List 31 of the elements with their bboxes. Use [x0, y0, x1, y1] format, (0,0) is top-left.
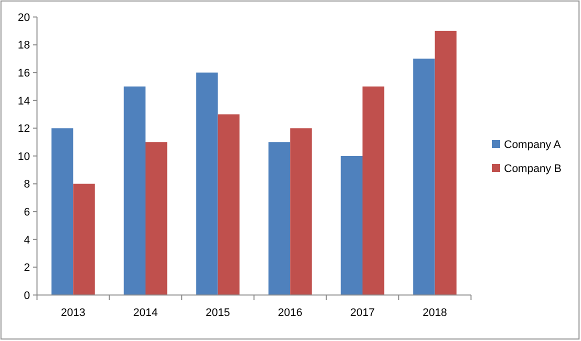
bar — [290, 128, 312, 295]
x-tick-label: 2018 — [422, 307, 448, 319]
bar — [124, 86, 146, 295]
y-tick-label: 0 — [24, 290, 30, 302]
y-tick-label: 4 — [24, 234, 30, 246]
bar — [413, 58, 435, 295]
bar — [434, 30, 457, 295]
y-tick-label: 16 — [18, 67, 30, 80]
bar — [196, 72, 218, 295]
legend-label: Company B — [504, 162, 562, 175]
y-tick-label: 14 — [18, 95, 30, 108]
legend-label: Company A — [504, 138, 562, 151]
y-tick-label: 10 — [18, 150, 30, 163]
x-tick-label: 2017 — [350, 307, 375, 319]
x-tick-label: 2014 — [133, 307, 158, 319]
y-tick-label: 20 — [18, 12, 30, 24]
bar — [146, 142, 168, 295]
y-tick-label: 12 — [18, 123, 30, 136]
x-tick-label: 2016 — [278, 307, 302, 319]
bar — [73, 184, 95, 295]
y-tick-label: 8 — [24, 178, 30, 191]
bar — [268, 142, 290, 295]
bar — [340, 156, 362, 295]
x-tick-label: 2015 — [206, 307, 230, 319]
x-tick-label: 2013 — [60, 307, 86, 319]
bar — [362, 86, 384, 295]
bar — [51, 128, 74, 295]
y-tick-label: 6 — [24, 206, 30, 218]
y-tick-label: 2 — [24, 262, 30, 274]
bar — [218, 114, 240, 295]
y-tick-label: 18 — [18, 40, 30, 52]
